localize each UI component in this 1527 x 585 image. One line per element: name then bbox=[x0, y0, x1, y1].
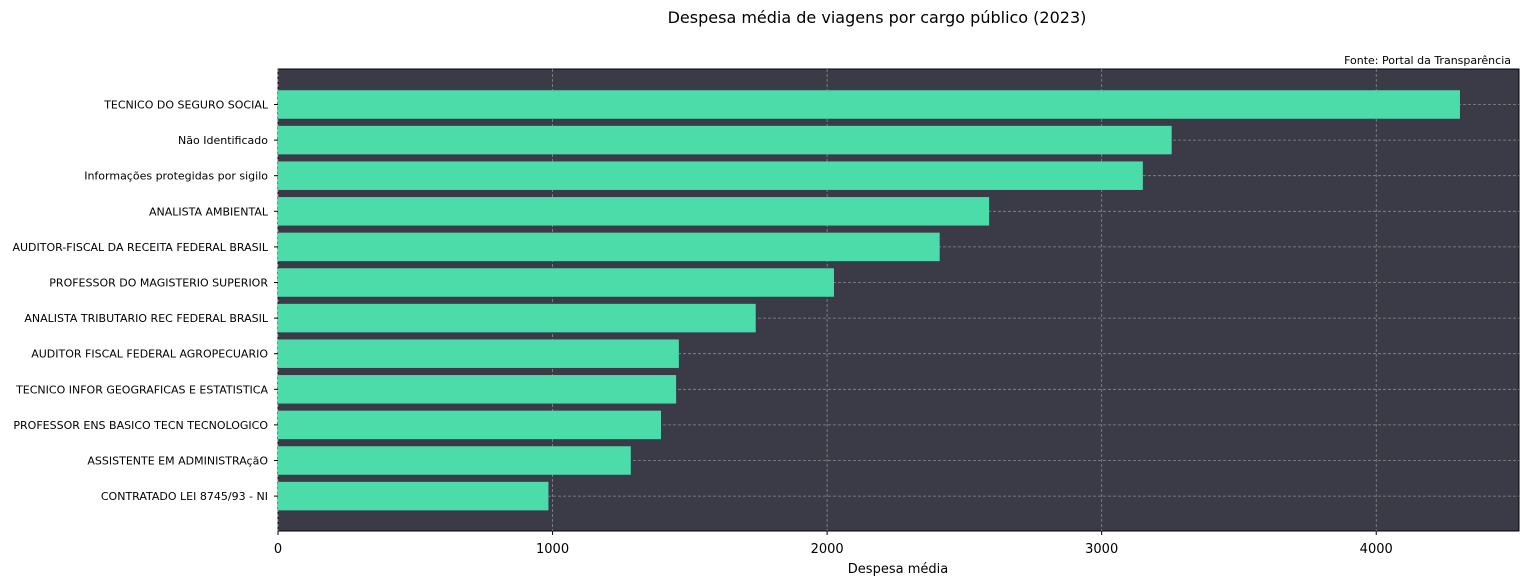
bar bbox=[278, 481, 549, 511]
category-label: TECNICO INFOR GEOGRAFICAS E ESTATISTICA bbox=[15, 383, 268, 396]
bar bbox=[278, 161, 1143, 190]
bar bbox=[278, 410, 662, 440]
bar bbox=[278, 125, 1172, 155]
bar bbox=[278, 232, 940, 262]
category-label: Não Identificado bbox=[178, 134, 268, 147]
bar bbox=[278, 197, 990, 226]
x-tick-label: 2000 bbox=[811, 542, 844, 557]
bars bbox=[278, 90, 1460, 511]
category-label: ASSISTENTE EM ADMINISTRAçãO bbox=[87, 455, 268, 468]
bar bbox=[278, 303, 756, 333]
bar bbox=[278, 339, 679, 368]
category-label: CONTRATADO LEI 8745/93 - NI bbox=[101, 490, 268, 503]
category-label: AUDITOR FISCAL FEDERAL AGROPECUARIO bbox=[31, 348, 268, 361]
source-note: Fonte: Portal da Transparência bbox=[1344, 54, 1511, 67]
x-tick-label: 0 bbox=[274, 542, 282, 557]
x-axis-ticks: 0 1000 2000 3000 4000 bbox=[274, 104, 1393, 557]
bar bbox=[278, 446, 631, 475]
category-label: ANALISTA TRIBUTARIO REC FEDERAL BRASIL bbox=[24, 312, 268, 325]
bar bbox=[278, 90, 1460, 119]
category-label: TECNICO DO SEGURO SOCIAL bbox=[103, 99, 269, 112]
category-label: PROFESSOR ENS BASICO TECN TECNOLOGICO bbox=[13, 419, 268, 432]
x-tick-label: 1000 bbox=[536, 542, 569, 557]
category-label: ANALISTA AMBIENTAL bbox=[149, 205, 269, 218]
chart-title: Despesa média de viagens por cargo públi… bbox=[668, 8, 1087, 27]
bar bbox=[278, 375, 677, 404]
category-label: Informações protegidas por sigilo bbox=[84, 170, 268, 183]
category-labels: TECNICO DO SEGURO SOCIAL Não Identificado… bbox=[12, 99, 268, 504]
bar bbox=[278, 268, 834, 297]
x-tick-label: 4000 bbox=[1360, 542, 1393, 557]
category-label: AUDITOR-FISCAL DA RECEITA FEDERAL BRASIL bbox=[12, 241, 268, 254]
x-tick-label: 3000 bbox=[1085, 542, 1118, 557]
x-axis-label: Despesa média bbox=[848, 562, 948, 577]
category-label: PROFESSOR DO MAGISTERIO SUPERIOR bbox=[49, 277, 268, 290]
